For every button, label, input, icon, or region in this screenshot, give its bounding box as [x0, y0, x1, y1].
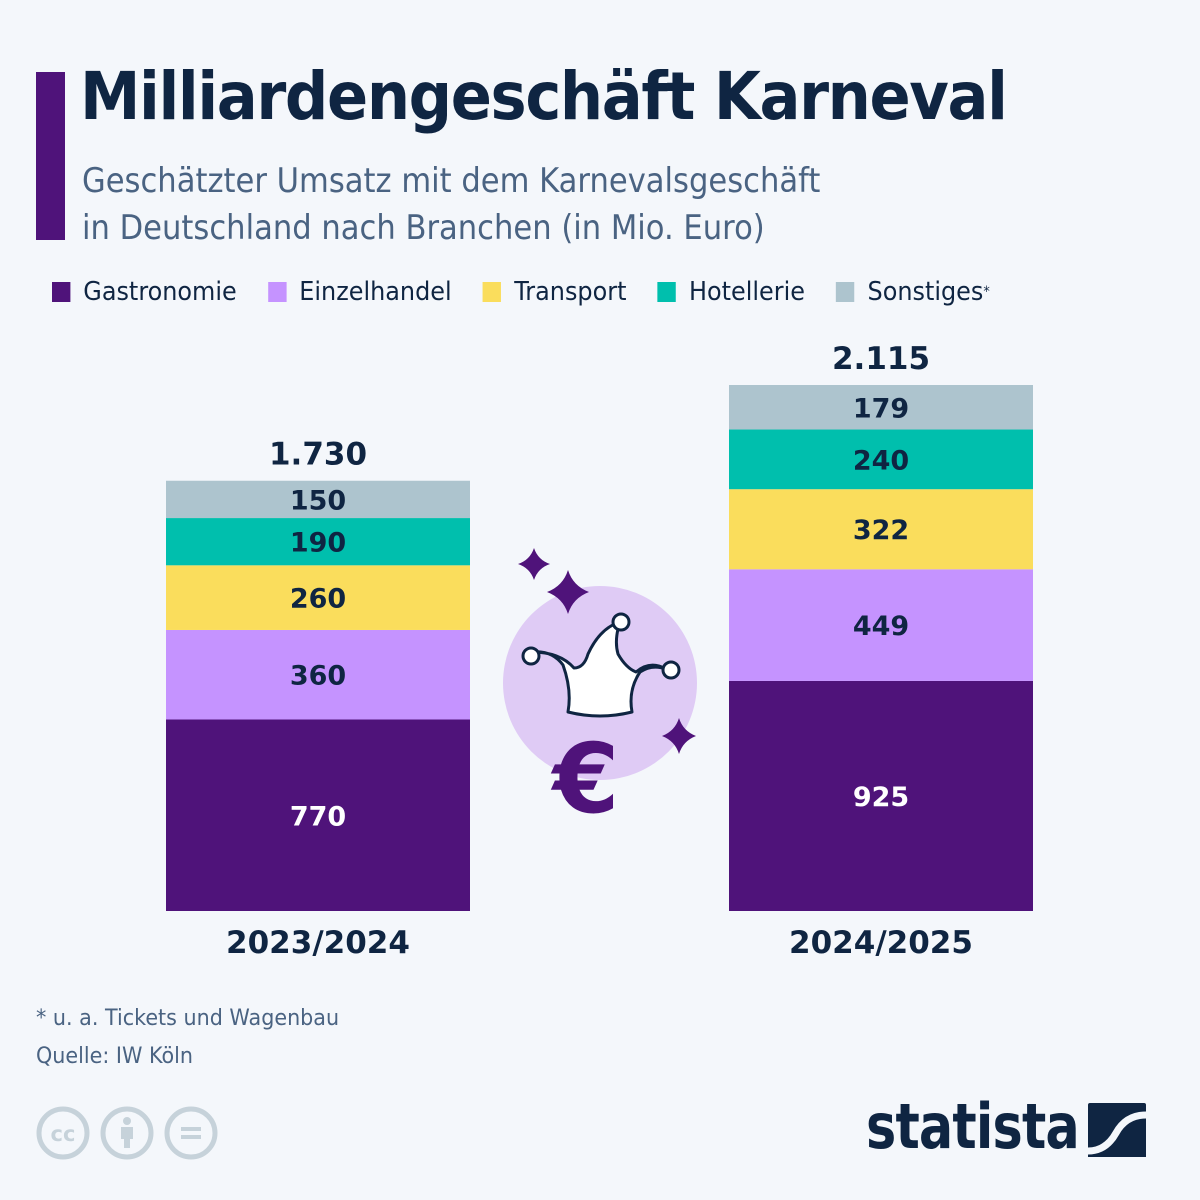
bar-segment-transport [166, 565, 470, 630]
subtitle-line-2: in Deutschland nach Branchen (in Mio. Eu… [82, 208, 765, 248]
jester-hat-euro-icon: € [503, 548, 697, 835]
category-label: 2024/2025 [789, 925, 973, 961]
bar-segment-einzelhandel [729, 569, 1033, 681]
license-icons: cc [36, 1106, 218, 1160]
legend-label: Einzelhandel [299, 277, 452, 307]
total-label: 1.730 [269, 437, 367, 473]
bar-segment-gastronomie [729, 680, 1033, 911]
bar-segment-sonstiges [729, 385, 1033, 430]
brand-name: statista [866, 1090, 1080, 1163]
legend-item-gastronomie: Gastronomie [52, 277, 237, 307]
legend-swatch [267, 282, 287, 302]
cc-icon[interactable]: cc [36, 1106, 90, 1160]
data-label: 150 [290, 485, 346, 516]
title-accent-bar [36, 72, 65, 240]
legend-item-transport: Transport [482, 277, 627, 307]
legend-label: Sonstiges [867, 277, 984, 307]
legend-item-sonstiges: Sonstiges * [836, 277, 990, 307]
jester-bell [521, 646, 541, 666]
total-label: 2.115 [832, 341, 930, 377]
svg-text:cc: cc [51, 1122, 76, 1146]
legend-swatch [482, 282, 502, 302]
sparkle-icon [547, 570, 589, 614]
bars-layer: 770 360 260 190 150 1.730 2023/2024 925 449 322 24… [166, 341, 1033, 961]
chart-title: Milliardengeschäft Karneval [80, 58, 1008, 135]
legend-item-einzelhandel: Einzelhandel [267, 277, 452, 307]
data-label: 260 [290, 584, 346, 615]
sparkle-icon [662, 718, 696, 754]
bar-segment-transport [729, 489, 1033, 570]
legend-label: Transport [514, 277, 627, 307]
data-label: 360 [290, 661, 346, 692]
source-note: Quelle: IW Köln [36, 1044, 194, 1069]
statista-logo-icon [1087, 1103, 1146, 1157]
chart-subtitle: Geschätzter Umsatz mit dem Karnevalsgesc… [82, 158, 820, 252]
no-derivatives-icon[interactable] [164, 1106, 218, 1160]
sparkle-icon [518, 548, 550, 580]
data-label: 449 [853, 611, 909, 642]
category-label: 2023/2024 [226, 925, 410, 961]
euro-icon: € [551, 723, 620, 835]
legend-swatch [657, 282, 677, 302]
jester-bell [611, 612, 631, 632]
data-label: 925 [853, 782, 909, 813]
stacked-bar-chart: 770 360 260 190 150 1.730 2023/2024 925 449 322 24… [166, 341, 1033, 961]
legend-label: Hotellerie [689, 277, 805, 307]
footnote-block: * u. a. Tickets und Wagenbau Quelle: IW … [36, 1000, 339, 1076]
bar-segment-einzelhandel [166, 629, 470, 720]
bar-segment-sonstiges [166, 480, 470, 519]
statista-logo[interactable]: statista [866, 1096, 1148, 1158]
legend-label: Gastronomie [83, 277, 237, 307]
jester-bell [661, 660, 681, 680]
data-label: 179 [853, 393, 909, 424]
data-label: 240 [853, 445, 909, 476]
legend: Gastronomie Einzelhandel Transport Hotel… [52, 277, 1021, 307]
legend-swatch [52, 282, 71, 302]
jester-hat-icon [530, 620, 668, 718]
data-label: 322 [853, 515, 909, 546]
footnote: * u. a. Tickets und Wagenbau [36, 1006, 340, 1031]
bar-segment-hotellerie [729, 429, 1033, 490]
bar-segment-gastronomie [166, 719, 470, 911]
data-label: 190 [290, 528, 346, 559]
attribution-icon[interactable] [100, 1106, 154, 1160]
legend-item-hotellerie: Hotellerie [657, 277, 805, 307]
bar-segment-hotellerie [166, 518, 470, 566]
legend-swatch [836, 282, 855, 302]
data-label: 770 [290, 801, 346, 832]
subtitle-line-1: Geschätzter Umsatz mit dem Karnevalsgesc… [82, 161, 821, 201]
